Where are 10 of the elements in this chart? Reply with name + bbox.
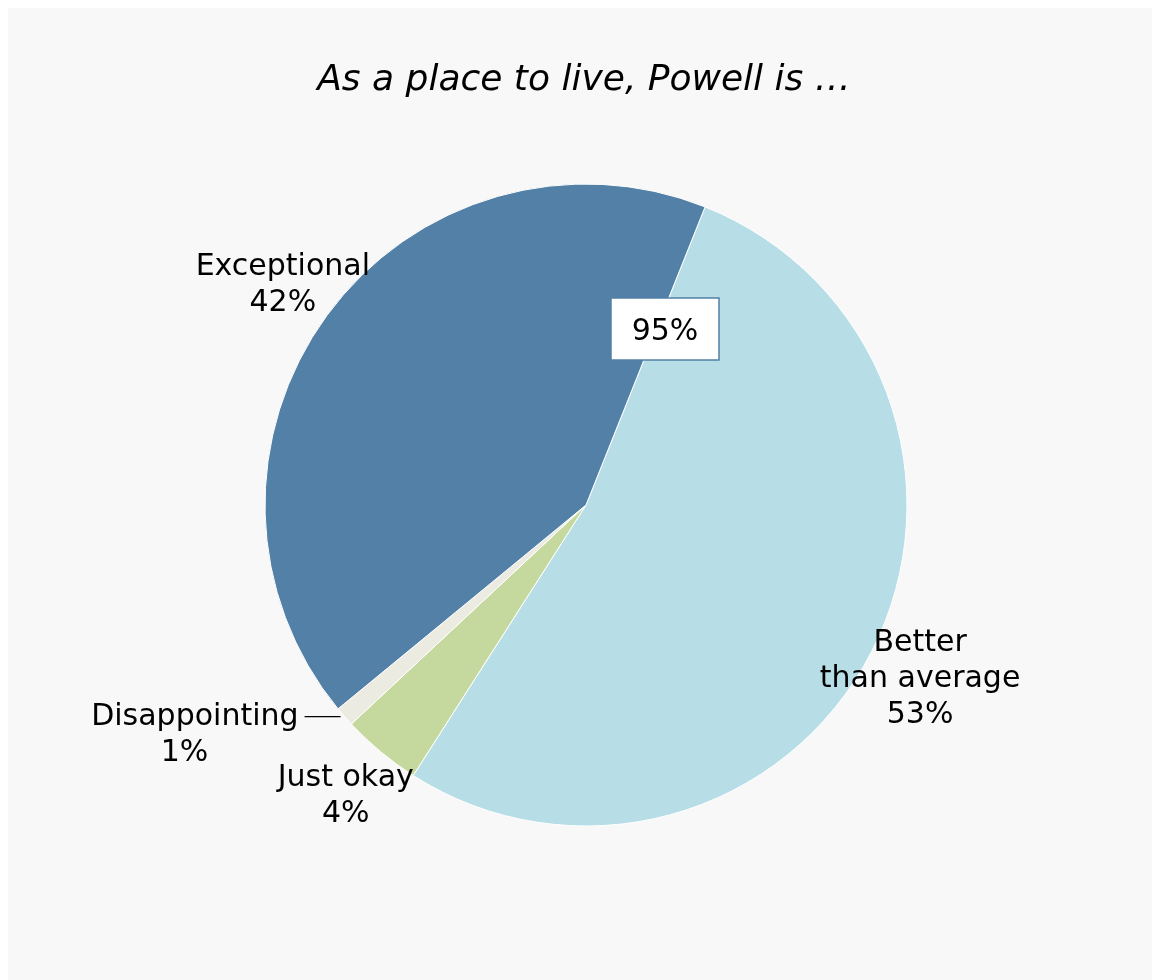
data-label: 4%	[321, 793, 370, 829]
data-label: 42%	[249, 283, 317, 319]
chart-title: As a place to live, Powell is …	[315, 57, 851, 98]
slice-label: Better than average	[819, 622, 1021, 694]
slice-label: Disappointing	[91, 696, 299, 732]
slice-label: Exceptional	[195, 247, 371, 283]
data-label: 1%	[160, 732, 209, 768]
slice-label: Just okay	[275, 757, 414, 793]
data-label: 53%	[886, 694, 954, 730]
text: 95%	[631, 312, 699, 347]
